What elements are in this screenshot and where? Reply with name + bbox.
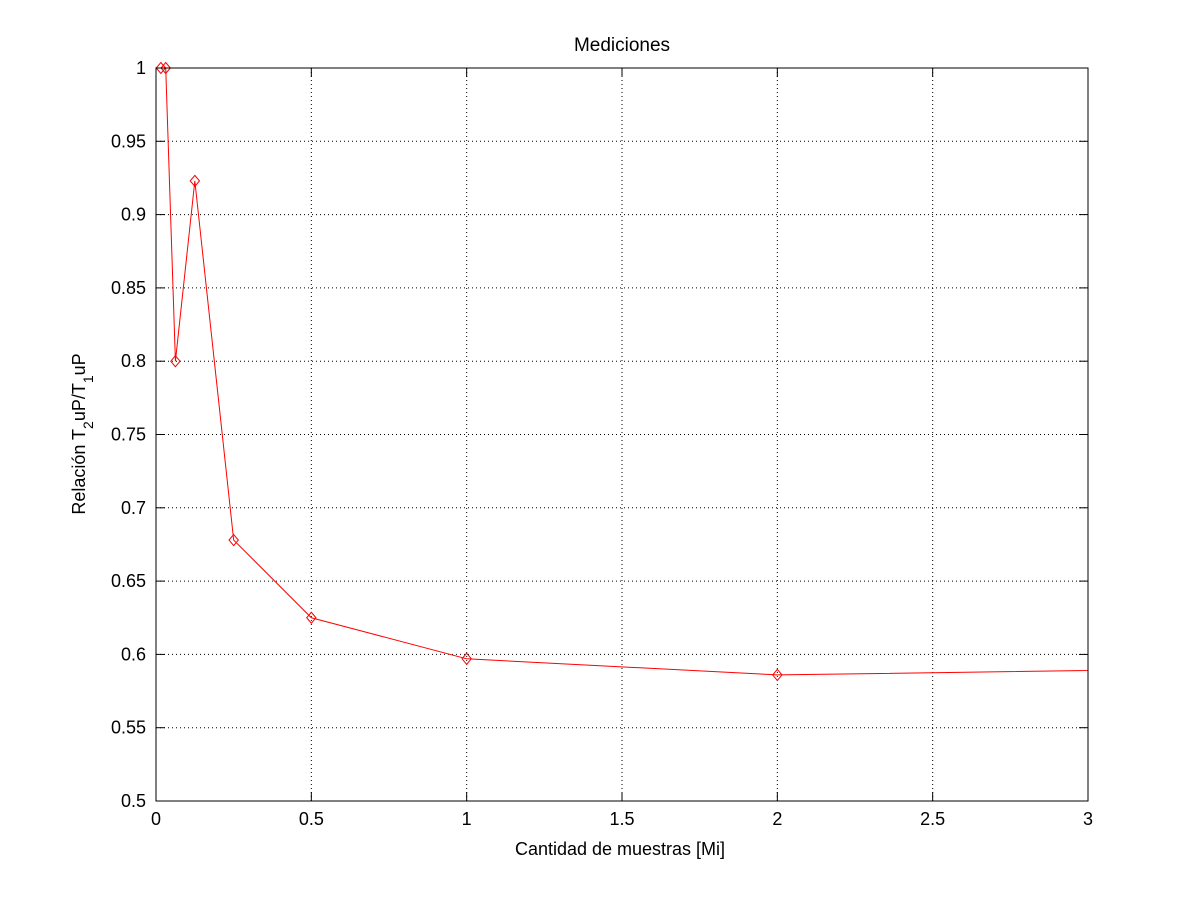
data-point-marker	[772, 668, 783, 682]
y-tick-label: 0.9	[121, 205, 146, 225]
data-point-marker	[155, 61, 167, 75]
y-tick-label: 0.95	[111, 131, 146, 151]
y-axis-label-part: uP	[69, 353, 89, 375]
y-tick-label: 1	[136, 58, 146, 78]
grid	[156, 68, 1088, 801]
markers	[155, 61, 783, 682]
data-point-marker	[306, 611, 317, 625]
y-tick-label: 0.75	[111, 425, 146, 445]
x-tick-label: 3	[1083, 809, 1093, 829]
chart-title: Mediciones	[574, 35, 670, 56]
y-tick-label: 0.5	[121, 791, 146, 811]
y-tick-label: 0.65	[111, 571, 146, 591]
x-tick-label: 2.5	[920, 809, 945, 829]
x-tick-label: 1.5	[609, 809, 634, 829]
x-axis-label: Cantidad de muestras [Mi]	[515, 839, 725, 859]
x-tick-label: 0.5	[299, 809, 324, 829]
data-point-marker	[189, 174, 201, 188]
x-tick-label: 2	[772, 809, 782, 829]
y-axis-label-subscript: 1	[80, 375, 96, 383]
plot-frame	[155, 67, 1089, 802]
y-tick-label: 0.85	[111, 278, 146, 298]
data-point-marker	[228, 533, 239, 547]
series-line	[160, 68, 1088, 676]
x-tick-label: 1	[462, 809, 472, 829]
data-point-marker	[461, 652, 472, 666]
data-point-marker	[170, 354, 181, 368]
series	[160, 68, 1088, 676]
y-axis-label-subscript: 2	[80, 421, 96, 429]
x-tick-labels: 0 0.5 1 1.5 2 2.5 3	[151, 809, 1093, 829]
y-tick-label: 0.6	[121, 644, 146, 664]
x-tick-label: 0	[151, 809, 161, 829]
y-tick-label: 0.55	[111, 718, 146, 738]
data-point-marker	[160, 61, 172, 75]
y-axis-label: Relación T2uP/T1uP	[69, 353, 96, 514]
y-tick-label: 0.7	[121, 498, 146, 518]
y-axis-label-part: Relación T	[69, 429, 89, 515]
y-tick-labels: 0.5 0.55 0.6 0.65 0.7 0.75 0.8 0.85 0.9 0.95 1	[111, 58, 146, 811]
y-tick-label: 0.8	[121, 351, 146, 371]
y-axis-label-part: uP/T	[69, 383, 89, 421]
